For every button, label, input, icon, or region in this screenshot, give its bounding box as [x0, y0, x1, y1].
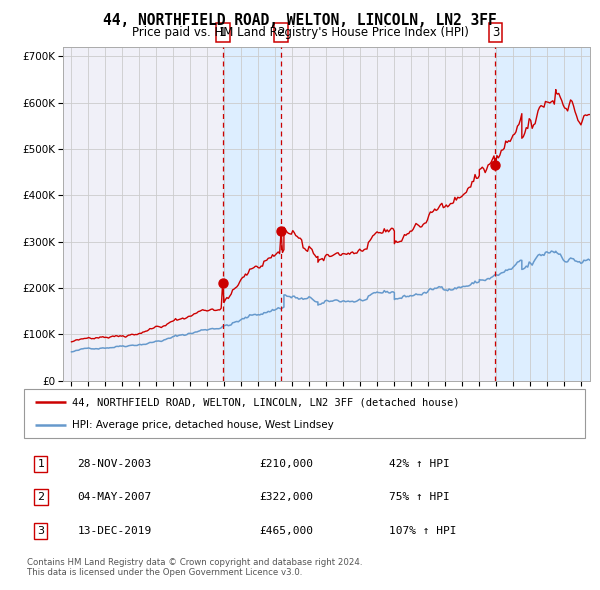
- Text: This data is licensed under the Open Government Licence v3.0.: This data is licensed under the Open Gov…: [27, 568, 302, 577]
- FancyBboxPatch shape: [24, 389, 585, 438]
- Text: 28-NOV-2003: 28-NOV-2003: [77, 459, 152, 469]
- Text: 42% ↑ HPI: 42% ↑ HPI: [389, 459, 449, 469]
- Text: 107% ↑ HPI: 107% ↑ HPI: [389, 526, 456, 536]
- Text: £465,000: £465,000: [260, 526, 314, 536]
- Text: 04-MAY-2007: 04-MAY-2007: [77, 493, 152, 502]
- Text: 13-DEC-2019: 13-DEC-2019: [77, 526, 152, 536]
- Text: 2: 2: [37, 493, 44, 502]
- Text: 2: 2: [277, 26, 285, 39]
- Text: £322,000: £322,000: [260, 493, 314, 502]
- Text: 44, NORTHFIELD ROAD, WELTON, LINCOLN, LN2 3FF: 44, NORTHFIELD ROAD, WELTON, LINCOLN, LN…: [103, 13, 497, 28]
- Text: Price paid vs. HM Land Registry's House Price Index (HPI): Price paid vs. HM Land Registry's House …: [131, 26, 469, 39]
- Text: 44, NORTHFIELD ROAD, WELTON, LINCOLN, LN2 3FF (detached house): 44, NORTHFIELD ROAD, WELTON, LINCOLN, LN…: [71, 398, 459, 408]
- Text: £210,000: £210,000: [260, 459, 314, 469]
- Text: HPI: Average price, detached house, West Lindsey: HPI: Average price, detached house, West…: [71, 419, 334, 430]
- Bar: [223, 47, 281, 381]
- Text: 1: 1: [219, 26, 227, 39]
- Text: 3: 3: [492, 26, 499, 39]
- Text: 75% ↑ HPI: 75% ↑ HPI: [389, 493, 449, 502]
- Text: 3: 3: [37, 526, 44, 536]
- Text: Contains HM Land Registry data © Crown copyright and database right 2024.: Contains HM Land Registry data © Crown c…: [27, 558, 362, 566]
- Text: 1: 1: [37, 459, 44, 469]
- Bar: [496, 47, 590, 381]
